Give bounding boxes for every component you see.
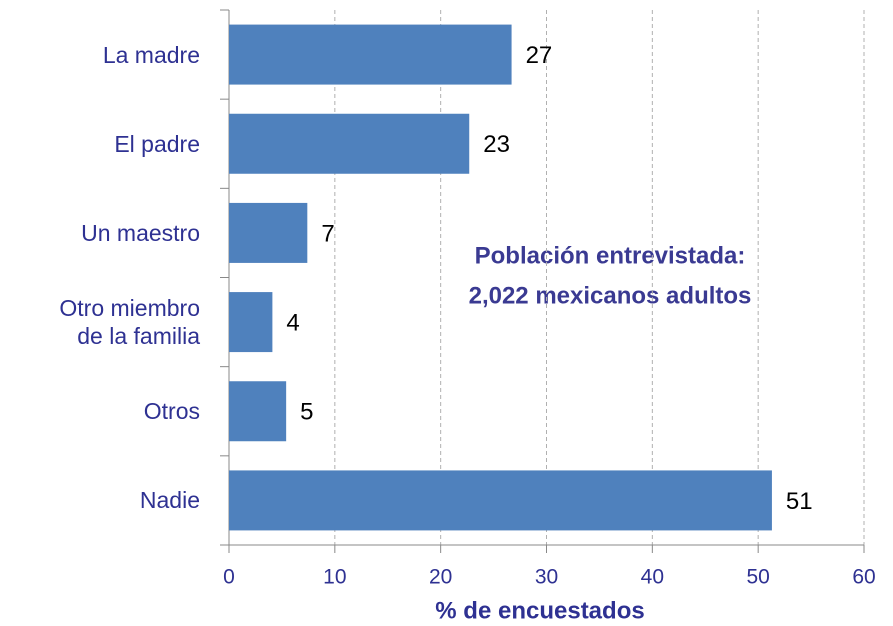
x-tick-label: 40 bbox=[641, 566, 664, 589]
bar bbox=[229, 292, 273, 353]
data-label: 5 bbox=[300, 399, 313, 426]
x-tick-label: 50 bbox=[746, 566, 769, 589]
x-tick-label: 0 bbox=[223, 566, 235, 589]
bar bbox=[229, 202, 308, 263]
annotation: Población entrevistada: bbox=[475, 242, 746, 269]
y-tick-label: La madre bbox=[102, 41, 200, 68]
x-tick-label: 10 bbox=[323, 566, 346, 589]
y-tick-label: Otro miembro de la familia bbox=[59, 295, 200, 350]
y-tick-label: Un maestro bbox=[81, 219, 200, 246]
y-tick-label: Nadie bbox=[139, 487, 200, 514]
data-label: 51 bbox=[786, 488, 813, 515]
bar bbox=[229, 113, 470, 174]
bar bbox=[229, 470, 772, 531]
x-tick-label: 30 bbox=[535, 566, 558, 589]
x-tick-label: 20 bbox=[429, 566, 452, 589]
x-tick-label: 60 bbox=[852, 566, 875, 589]
data-label: 27 bbox=[526, 42, 553, 69]
data-label: 4 bbox=[286, 309, 299, 336]
data-label: 7 bbox=[321, 220, 334, 247]
annotation: 2,022 mexicanos adultos bbox=[469, 282, 752, 309]
bar bbox=[229, 24, 512, 85]
y-tick-label: El padre bbox=[114, 130, 200, 157]
bar bbox=[229, 381, 287, 442]
data-label: 23 bbox=[483, 131, 510, 158]
x-axis-title: % de encuestados bbox=[435, 597, 644, 624]
y-tick-label: Otros bbox=[143, 398, 200, 425]
